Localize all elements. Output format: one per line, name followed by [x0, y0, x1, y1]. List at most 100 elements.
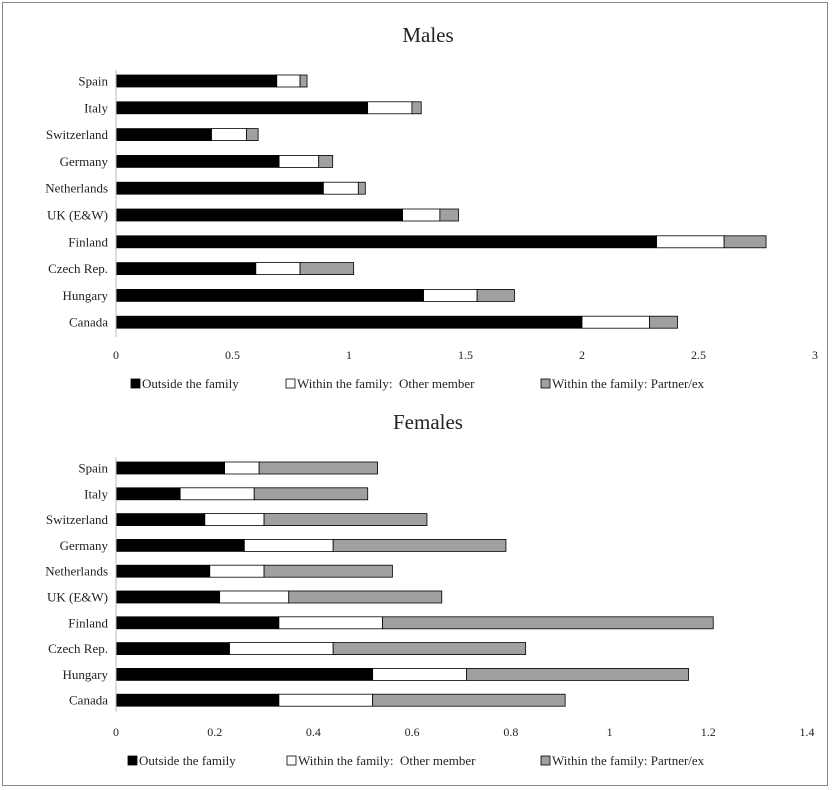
- bar-segment: [115, 235, 657, 249]
- bar-segment: [255, 262, 301, 276]
- bar-segment: [115, 181, 324, 195]
- chart-title: Females: [393, 410, 463, 434]
- category-label: Finland: [68, 615, 108, 630]
- bar-segment: [115, 642, 230, 655]
- legend-swatch: [540, 378, 551, 389]
- x-tick-label: 1.4: [800, 725, 815, 739]
- category-label: Canada: [69, 315, 108, 330]
- bar-segment: [209, 564, 265, 578]
- bar-segment: [723, 235, 767, 249]
- bar-segment: [299, 74, 308, 88]
- category-labels: Spain Italy Switzerland Germany Netherlands U…: [45, 74, 108, 330]
- bar-segment: [115, 128, 212, 142]
- bar-segment: [115, 315, 583, 329]
- bar-segment: [299, 262, 355, 276]
- bar-segment: [115, 154, 280, 168]
- bar-segment: [322, 181, 359, 195]
- x-tick-label: 3: [812, 348, 818, 362]
- category-label: Netherlands: [45, 564, 108, 579]
- legend: Outside the family Within the family: Oth…: [130, 376, 705, 391]
- bar-segment: [115, 539, 245, 552]
- x-tick-label: 0.8: [503, 725, 518, 739]
- legend-label: Within the family: Partner/ex: [552, 753, 705, 768]
- bar-segment: [372, 693, 566, 707]
- x-tick-label: 0.4: [306, 725, 321, 739]
- category-label: Switzerland: [46, 127, 109, 142]
- bar-segment: [115, 616, 280, 630]
- x-tick-label: 1: [607, 725, 613, 739]
- legend-label: Within the family: Partner/ex: [552, 376, 705, 391]
- x-tick-label: 0.6: [405, 725, 420, 739]
- bar-segment: [219, 590, 290, 604]
- bar-segment: [423, 288, 478, 302]
- category-label: UK (E&W): [47, 590, 108, 605]
- legend-swatch: [285, 378, 296, 389]
- legend-swatch: [130, 378, 141, 389]
- bar-segment: [246, 128, 259, 142]
- bar-segment: [439, 208, 459, 222]
- bar-segment: [115, 74, 278, 88]
- bar-segment: [179, 487, 255, 501]
- bar-segment: [115, 668, 374, 681]
- females-panel: Females Spain Italy Switzerland Germany Neth…: [45, 410, 814, 768]
- x-tick-label: 0.5: [225, 348, 240, 362]
- x-tick-label: 0.2: [207, 725, 222, 739]
- bar-segment: [332, 539, 507, 552]
- bar-segment: [581, 315, 650, 329]
- bar-segment: [278, 154, 320, 168]
- bar-segment: [288, 590, 443, 604]
- category-label: Canada: [69, 693, 108, 708]
- x-tick-labels: 0 0.2 0.4 0.6 0.8 1 1.2 1.4: [113, 725, 815, 739]
- bar-segment: [253, 487, 369, 501]
- males-panel: Males Spain Italy Switzerland Germany Nether…: [45, 23, 818, 391]
- bar-segment: [204, 513, 265, 526]
- bar-segment: [115, 262, 257, 276]
- legend-label: Outside the family: [139, 753, 236, 768]
- legend-swatch: [286, 755, 297, 766]
- category-label: Spain: [78, 461, 108, 476]
- x-tick-label: 1.5: [458, 348, 473, 362]
- bar-segment: [115, 513, 206, 526]
- category-label: Germany: [60, 538, 109, 553]
- x-tick-label: 0: [113, 725, 119, 739]
- category-labels: Spain Italy Switzerland Germany Netherlands U…: [45, 461, 108, 708]
- bar-segment: [115, 564, 211, 578]
- bar-segment: [115, 461, 225, 475]
- category-label: Hungary: [63, 288, 109, 303]
- category-label: Italy: [84, 100, 108, 115]
- legend-swatch: [540, 755, 551, 766]
- bar-segment: [229, 642, 334, 655]
- bar-segment: [466, 668, 689, 681]
- bar-segment: [243, 539, 334, 552]
- category-label: UK (E&W): [47, 208, 108, 223]
- category-label: Finland: [68, 234, 108, 249]
- bar-segment: [357, 181, 366, 195]
- bar-segment: [115, 288, 424, 302]
- category-label: Spain: [78, 74, 108, 89]
- x-tick-label: 0: [113, 348, 119, 362]
- bar-segment: [372, 668, 467, 681]
- bars: [115, 74, 767, 329]
- x-tick-label: 1.2: [701, 725, 716, 739]
- bar-segment: [224, 461, 260, 475]
- category-label: Czech Rep.: [48, 641, 108, 656]
- bar-segment: [318, 154, 334, 168]
- x-tick-label: 1: [346, 348, 352, 362]
- bars: [115, 461, 714, 707]
- bar-segment: [332, 642, 527, 655]
- bar-segment: [211, 128, 247, 142]
- bar-segment: [656, 235, 725, 249]
- bar-segment: [263, 564, 393, 578]
- x-tick-label: 2.5: [691, 348, 706, 362]
- category-label: Switzerland: [46, 512, 109, 527]
- bar-segment: [115, 208, 403, 222]
- category-label: Germany: [60, 154, 109, 169]
- category-label: Netherlands: [45, 181, 108, 196]
- bar-segment: [115, 101, 369, 115]
- bar-segment: [263, 513, 428, 526]
- x-tick-labels: 0 0.5 1 1.5 2 2.5 3: [113, 348, 818, 362]
- bar-segment: [115, 487, 181, 501]
- bar-segment: [402, 208, 441, 222]
- bar-segment: [382, 616, 714, 630]
